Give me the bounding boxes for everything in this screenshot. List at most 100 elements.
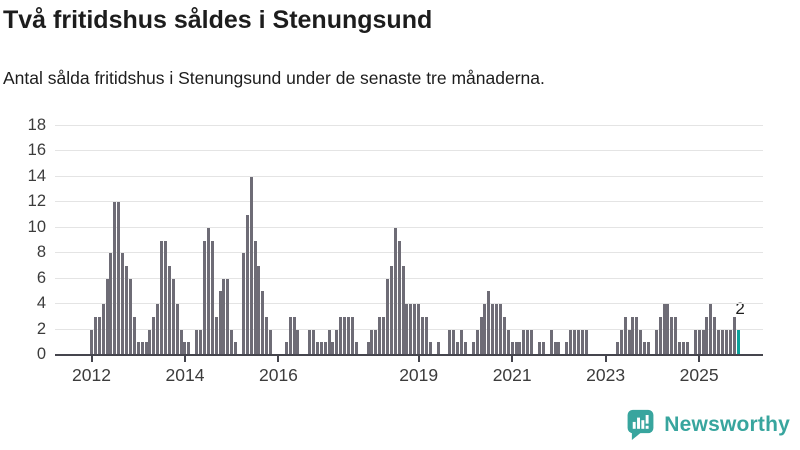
x-tick-label-2014: 2014 [165,365,205,385]
bar [693,329,697,355]
bar [164,240,167,355]
bar [631,316,635,355]
bar [436,342,440,355]
bar [370,329,374,355]
bar [125,265,129,355]
bar [288,316,292,355]
bar [343,316,347,355]
bar [241,253,245,355]
bar [354,342,358,355]
bar [409,304,413,355]
bar [187,342,191,355]
bar [514,342,518,355]
x-tick-label-2012: 2012 [72,365,111,385]
bar [101,304,105,355]
bar [460,329,464,355]
bar [510,342,514,355]
bar [257,265,261,355]
bar [417,304,421,355]
y-tick-label: 0 [36,345,46,363]
bar [113,202,117,355]
bar [296,329,300,355]
bar [167,265,171,355]
bar [144,342,148,355]
bar [234,342,238,355]
bar [284,342,288,355]
bar [136,342,140,355]
bar [378,316,382,355]
y-tick-label: 2 [36,319,46,338]
bar [175,304,179,355]
bar [93,316,97,355]
y-tick-label: 8 [36,243,46,262]
bar [347,316,351,355]
bar [526,329,530,355]
bar [315,342,319,355]
bar [639,329,643,355]
bar [249,176,253,355]
newsworthy-chart-bubble-icon [627,409,654,440]
bar [202,240,206,355]
bar [549,329,553,355]
y-tick-label: 18 [27,116,46,135]
bar [105,278,109,355]
bar [386,278,390,355]
bar [654,329,658,355]
newsworthy-logo: Newsworthy [625,407,790,442]
bar [171,278,175,355]
bar [553,342,557,355]
bar [413,304,417,355]
bar [269,329,273,355]
bar [323,342,327,355]
gridline-y6 [55,277,763,279]
x-tick-2025 [698,356,701,362]
bar [152,316,156,355]
bar [658,316,662,355]
bar [615,342,619,355]
bar [682,342,686,355]
bar [724,329,728,355]
bar [218,291,222,355]
bar [619,329,623,355]
bar [421,316,425,355]
bar [393,227,397,355]
last-value-label: 2 [735,298,745,318]
y-axis-labels: 0 2 4 6 8 10 12 14 16 18 [0,116,46,363]
bar [728,329,732,355]
bar [350,316,354,355]
bar [97,316,101,355]
bar [697,329,701,355]
bar [245,215,249,355]
bar [401,265,405,355]
y-tick-label: 12 [27,192,46,211]
bar [530,329,534,355]
bar [537,342,541,355]
bar [670,316,674,355]
bar [389,265,393,355]
y-tick-label: 10 [27,217,46,236]
gridline-y8 [55,252,763,254]
gridline-y2 [55,328,763,330]
chart-subtitle: Antal sålda fritidshus i Stenungsund und… [3,68,545,88]
gridline-y14 [55,175,763,177]
newsworthy-logo-text: Newsworthy [664,412,790,436]
bar [128,278,132,355]
x-tick-2014 [183,356,186,362]
bar [117,202,121,355]
bar [156,304,160,355]
bar [685,342,689,355]
plot-area: 2 [55,118,765,355]
gridline-y18 [55,125,763,127]
bar [623,316,627,355]
x-tick-2016 [277,356,280,362]
bar [132,316,136,355]
bar [584,329,588,355]
bar [713,316,717,355]
bar [327,329,331,355]
x-axis-labels: 2012 2014 2016 2019 2021 2023 2025 [55,356,765,396]
bar [312,329,315,355]
bar [495,304,499,355]
bar [230,329,234,355]
bar [678,342,682,355]
